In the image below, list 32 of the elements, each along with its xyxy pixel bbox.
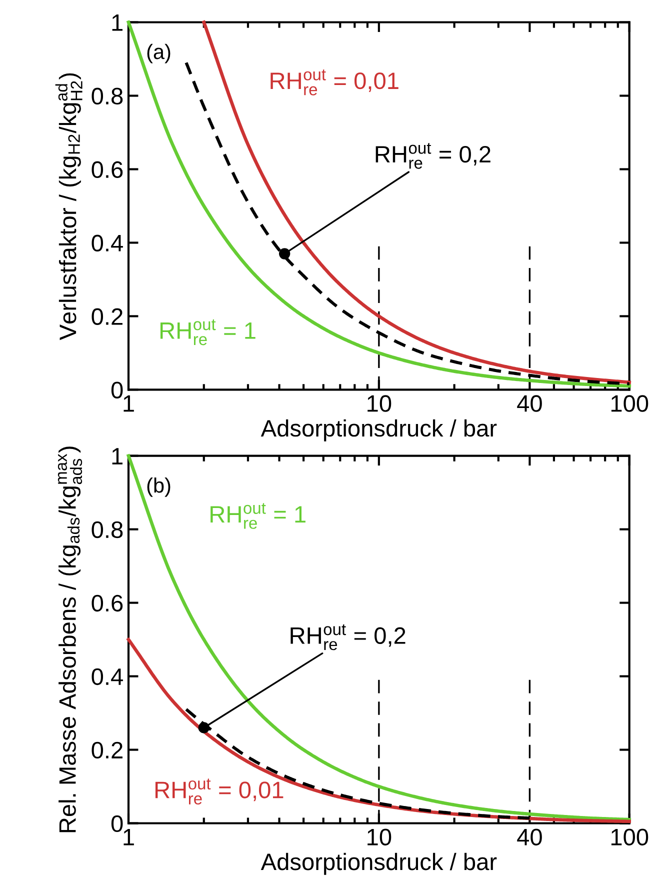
annotation: (a) bbox=[147, 44, 170, 64]
y-tick-label: 0.8 bbox=[92, 88, 123, 105]
y-axis-title: Verlustfaktor / (kg$_{H2}$/kg$^{ad}$$_{H2}$) bbox=[55, 73, 82, 340]
y-tick-label: 0.6 bbox=[92, 594, 123, 612]
y-tick-label: 0.4 bbox=[92, 668, 123, 686]
text: RH$^{out}$$_{re}$ = 0,2 bbox=[290, 624, 406, 650]
text: RH$^{out}$$_{re}$ = 0,2 bbox=[376, 143, 490, 169]
y-axis-title: Rel. Masse Adsorbens / (kg$_{ads}$/kg$^{max}$$_{ads}$) bbox=[58, 446, 82, 832]
x-tick-label: 100 bbox=[611, 395, 648, 412]
series-label: RH$^{out}$$_{re}$ = 1 bbox=[160, 319, 256, 346]
y-tick-label: 0 bbox=[111, 815, 123, 832]
y-tick-label: 0.2 bbox=[92, 308, 122, 325]
x-tick-label: 1 bbox=[124, 395, 134, 412]
x-tick-label: 100 bbox=[611, 828, 648, 846]
x-tick-label: 40 bbox=[517, 395, 542, 412]
y-tick-label: 1 bbox=[112, 14, 122, 31]
y-tick-label: 0.8 bbox=[92, 521, 123, 538]
y-tick-label: 0 bbox=[111, 382, 123, 398]
text: RH$^{out}$$_{re}$ = 1 bbox=[210, 503, 306, 529]
y-tick-label: 1 bbox=[112, 448, 122, 464]
y-tick-label: 0.4 bbox=[92, 234, 123, 252]
x-tick-label: 10 bbox=[368, 828, 392, 846]
x-tick-label: 10 bbox=[368, 395, 392, 412]
x-axis-title: Adsorptionsdruck / bar bbox=[260, 419, 497, 442]
y-tick-label: 0.2 bbox=[92, 742, 122, 759]
x-axis-title: Adsorptionsdruck / bar bbox=[260, 852, 497, 875]
series-label: RH$^{out}$$_{re}$ = 0,01 bbox=[155, 778, 284, 804]
series-label: RH$^{out}$$_{re}$ = 0,01 bbox=[270, 70, 398, 96]
x-tick-label: 1 bbox=[124, 828, 134, 846]
x-tick-label: 40 bbox=[517, 828, 542, 846]
y-tick-label: 0.6 bbox=[92, 161, 123, 178]
annotation: (b) bbox=[147, 477, 170, 497]
